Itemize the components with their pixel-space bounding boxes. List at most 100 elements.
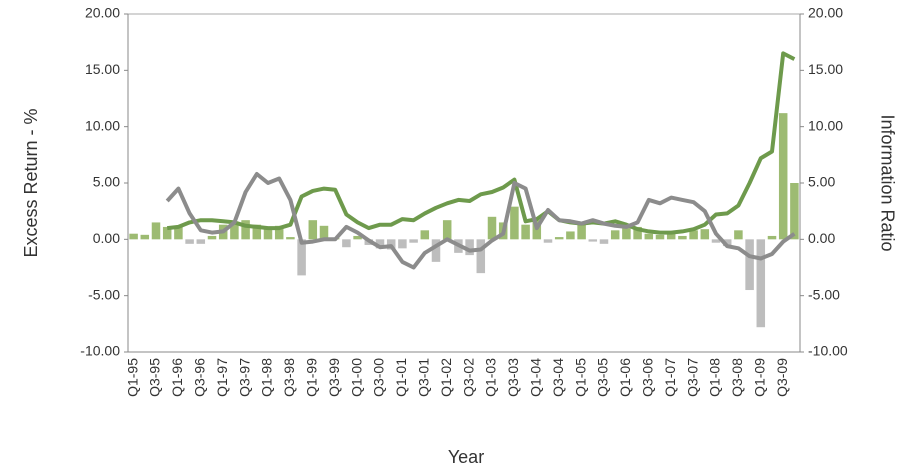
bar [342, 239, 351, 248]
bar [162, 226, 172, 240]
y-tick-label: -10.00 [80, 343, 120, 359]
x-tick-label: Q1-00 [348, 358, 364, 397]
y2-tick-label: 5.00 [808, 174, 835, 190]
y-axis-title: Excess Return - % [21, 108, 41, 257]
bar [297, 239, 306, 276]
bar [633, 226, 642, 240]
x-tick-label: Q3-97 [236, 358, 252, 397]
bar [700, 229, 710, 240]
bar [666, 233, 676, 240]
bar [510, 206, 519, 240]
bar [588, 239, 598, 242]
y2-tick-label: 15.00 [808, 61, 843, 77]
x-tick-label: Q3-00 [371, 358, 387, 397]
bar [554, 237, 564, 240]
x-tick-label: Q1-97 [214, 358, 230, 397]
y-tick-label: 20.00 [85, 5, 120, 21]
x-tick-label: Q1-08 [707, 358, 723, 397]
y2-tick-label: -5.00 [808, 286, 840, 302]
bar [599, 239, 609, 244]
x-tick-label: Q1-98 [259, 358, 275, 397]
x-tick-label: Q3-07 [684, 358, 700, 397]
bar [465, 239, 474, 256]
bar [521, 224, 530, 240]
bar [431, 239, 441, 262]
bar [655, 234, 665, 240]
bar [711, 239, 721, 243]
x-tick-label: Q3-95 [147, 358, 163, 397]
x-tick-label: Q1-04 [528, 358, 544, 397]
bar [577, 222, 586, 240]
bar [319, 225, 329, 240]
bar [543, 239, 553, 243]
x-tick-label: Q3-09 [774, 358, 790, 397]
y2-tick-label: -10.00 [808, 343, 848, 359]
bar [308, 220, 318, 240]
x-tick-label: Q3-06 [640, 358, 656, 397]
bar [196, 239, 206, 244]
bar [644, 233, 654, 240]
bar [252, 224, 262, 240]
bar [140, 234, 150, 240]
bar [241, 220, 250, 240]
x-tick-label: Q1-01 [393, 358, 409, 397]
bar [622, 228, 631, 240]
y2-axis-title: Information Ratio [877, 114, 897, 251]
bar [442, 220, 452, 240]
bar [274, 225, 284, 240]
x-tick-label: Q1-06 [617, 358, 633, 397]
x-tick-label: Q1-99 [304, 358, 320, 397]
bar [129, 233, 138, 240]
bar [353, 235, 362, 240]
y-tick-label: 15.00 [85, 61, 120, 77]
x-tick-label: Q1-07 [662, 358, 678, 397]
bar [263, 226, 273, 240]
bar [778, 113, 788, 240]
x-tick-label: Q1-03 [483, 358, 499, 397]
bar [375, 239, 385, 249]
bar [207, 235, 217, 240]
y2-tick-label: 20.00 [808, 5, 843, 21]
x-axis-title: Year [448, 447, 484, 467]
x-tick-label: Q3-96 [192, 358, 208, 397]
bar [745, 239, 754, 291]
x-tick-label: Q1-05 [572, 358, 588, 397]
bar [476, 239, 486, 274]
x-tick-label: Q1-96 [169, 358, 185, 397]
x-tick-label: Q3-01 [416, 358, 432, 397]
y2-tick-label: 0.00 [808, 230, 835, 246]
bar [174, 225, 183, 240]
bar [756, 239, 766, 328]
bar [566, 231, 575, 240]
line [165, 172, 796, 270]
y-tick-label: 0.00 [93, 230, 120, 246]
x-tick-label: Q3-04 [550, 358, 566, 397]
bar [185, 239, 194, 244]
y-tick-label: 5.00 [93, 174, 120, 190]
x-tick-label: Q3-05 [595, 358, 611, 397]
bar [790, 183, 799, 240]
bar [286, 237, 295, 240]
bar [689, 230, 698, 240]
bar [610, 230, 620, 240]
bar [767, 235, 777, 240]
bar [487, 216, 497, 240]
x-tick-label: Q3-02 [460, 358, 476, 397]
bar [230, 222, 239, 240]
x-tick-label: Q3-08 [729, 358, 745, 397]
bar [398, 239, 407, 249]
bar [722, 239, 732, 247]
bar [734, 230, 743, 240]
bar [409, 239, 418, 243]
x-tick-label: Q3-99 [326, 358, 342, 397]
line [166, 51, 796, 235]
y-tick-label: 10.00 [85, 117, 120, 133]
x-tick-label: Q3-03 [505, 358, 521, 397]
x-tick-label: Q1-95 [124, 358, 140, 397]
x-tick-label: Q1-09 [752, 358, 768, 397]
bar [678, 235, 687, 240]
bar [151, 222, 161, 240]
x-tick-label: Q3-98 [281, 358, 297, 397]
bar [420, 230, 430, 240]
